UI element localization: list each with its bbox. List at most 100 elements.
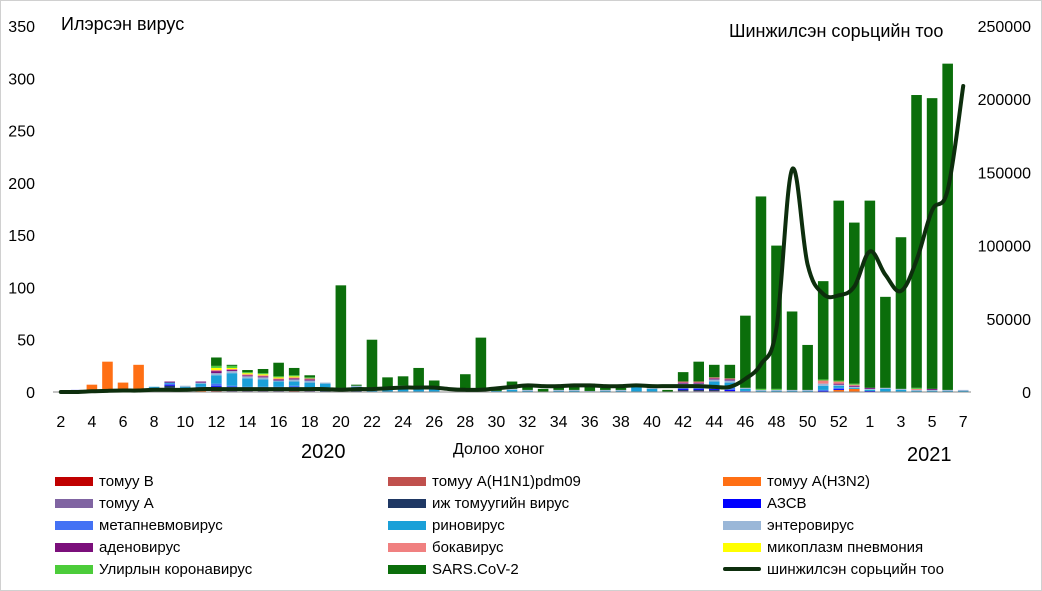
y-left-tick-label: 50 [17,333,35,350]
y-left-tick-label: 300 [8,71,35,88]
bar-13-19 [351,384,362,386]
legend-swatch [723,567,761,571]
bar-10-11 [226,368,238,371]
legend-swatch [55,520,93,530]
x-tick-label: 42 [674,414,692,431]
bar-12-45 [755,388,767,390]
bar-5-42 [708,388,720,390]
bar-13-23 [413,367,424,387]
bar-13-15 [288,367,300,376]
bar-10-49 [817,380,829,384]
bar-8-44 [740,387,751,389]
y-left-tick-label: 100 [8,280,35,297]
legend-item: SARS.CoV-2 [388,558,519,580]
bar-13-14 [273,362,284,377]
bar-8-9 [195,382,207,384]
x-tick-label: 52 [830,414,848,431]
bar-6-44 [740,390,751,392]
bar-7-12 [242,378,253,387]
bar-13-12 [242,370,253,373]
y-left-tick-label: 250 [8,124,35,141]
bar-13-50 [833,200,845,381]
bar-7-36 [615,390,627,392]
bar-8-35 [600,389,611,391]
legend-label: микоплазм пневмония [767,538,924,556]
legend-label: томуу A(H1N1)pdm09 [432,472,581,490]
bar-2-51 [849,388,860,392]
bar-13-54 [895,237,907,389]
bar-3-14 [273,390,284,392]
bar-8-45 [755,389,767,391]
bar-8-38 [646,387,658,389]
bar-7-35 [600,390,611,392]
bar-9-10 [211,371,222,374]
x-tick-label: 24 [394,414,412,431]
bar-9-43 [724,379,736,381]
bar-13-44 [740,315,751,388]
legend-swatch [55,542,93,552]
bar-13-18 [335,285,347,392]
bar-10-43 [724,378,736,380]
bar-13-35 [600,387,611,390]
bar-9-12 [242,375,253,377]
x-tick-label: 6 [119,414,128,431]
legend-label: АЗСВ [767,494,807,512]
bar-7-21 [382,389,393,392]
legend-label: иж томуугийн вирус [432,494,570,512]
x-tick-label: 1 [865,414,874,431]
legend-swatch [388,564,426,574]
bar-8-8 [179,385,191,387]
bar-9-11 [226,370,238,372]
bar-10-14 [273,378,284,380]
x-tick-label: 26 [425,414,443,431]
bar-13-36 [615,387,627,390]
chart-plot: 2 4 6 8 10 12 14 16 18 20 22 24 26 28 30 32 34 36 38 40 42 44… [8,19,1031,431]
legend-label: аденовирус [99,538,181,556]
bar-7-44 [740,388,751,391]
legend-item: томуу A [55,492,154,514]
bar-8-30 [522,389,533,391]
bar-7-24 [428,387,440,392]
bar-8-55 [911,389,922,391]
y-left-tick-label: 350 [8,19,35,36]
bar-13-51 [849,222,860,384]
bar-9-52 [864,387,876,389]
bar-8-29 [506,388,518,390]
bar-12-46 [771,388,782,390]
bar-5-7 [164,384,175,386]
bar-12-15 [288,375,300,377]
bar-8-11 [226,371,238,374]
y-right-tick-label: 150000 [978,165,1031,182]
legend-label: бокавирус [432,538,504,556]
bar-8-15 [288,379,300,382]
legend-swatch [723,476,761,486]
legend-item: иж томуугийн вирус [388,492,569,514]
bar-9-41 [693,382,704,384]
x-tick-label: 3 [897,414,906,431]
bar-12-12 [242,372,253,374]
y-right-tick-label: 100000 [978,239,1031,256]
legend-item: энтеровирус [723,514,854,536]
bar-8-53 [880,387,891,389]
right-axis-title: Шинжилсэн сорьцийн тоо [729,21,944,41]
bar-13-41 [693,361,704,382]
legend-swatch [55,476,93,486]
bar-7-37 [631,385,642,392]
legend-item: томуу A(H3N2) [723,470,870,492]
bar-4-7 [164,385,175,388]
bar-11-10 [211,367,222,371]
bar-13-22 [397,376,409,386]
y-left-tick-label: 150 [8,228,35,245]
bar-13-21 [382,377,393,389]
bar-7-14 [273,381,284,387]
bar-5-10 [211,385,222,387]
bar-13-48 [802,344,813,390]
samples-line [58,84,966,394]
bar-8-52 [864,388,876,390]
bar-10-50 [833,381,845,384]
bar-10-13 [257,375,269,377]
bar-2-3 [102,361,113,392]
x-tick-label: 48 [768,414,786,431]
bar-4-42 [708,389,720,391]
bar-10-51 [849,384,860,386]
